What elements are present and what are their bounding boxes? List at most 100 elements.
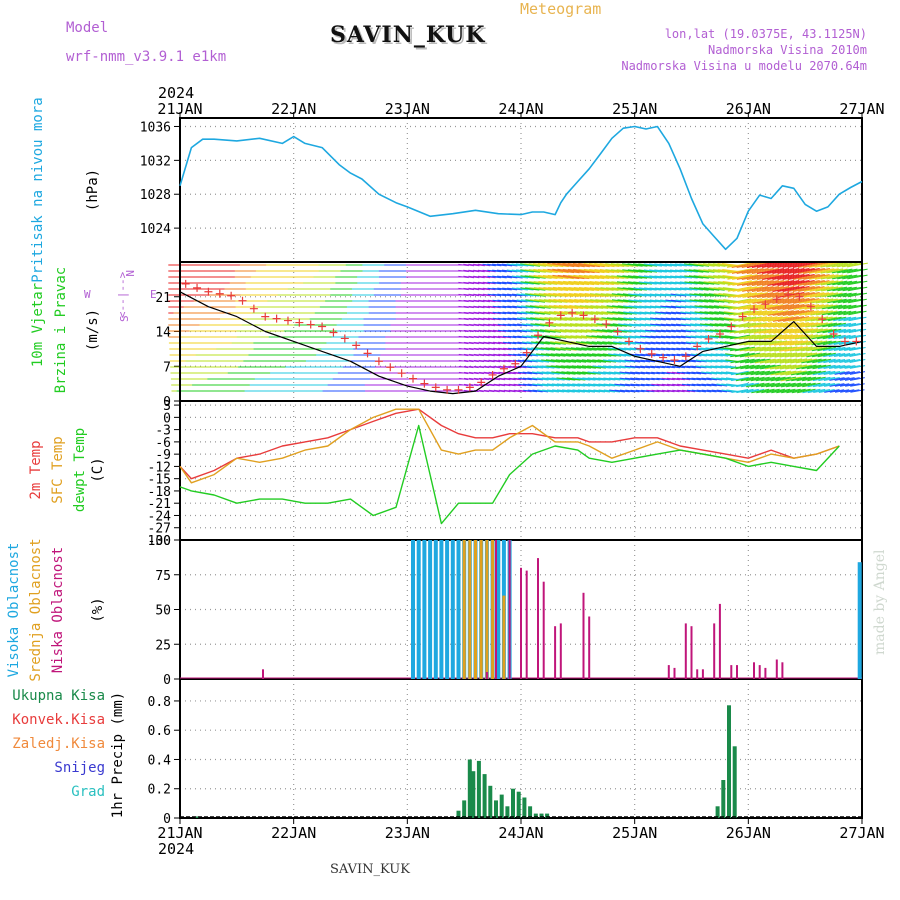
wind-arrow bbox=[750, 376, 770, 382]
wind-arrow bbox=[612, 329, 632, 333]
wind-arrow bbox=[585, 323, 608, 327]
wind-arrow bbox=[824, 383, 840, 387]
y-tick-label: -18 bbox=[148, 485, 171, 500]
wind-arrow bbox=[691, 371, 707, 375]
wind-arrow bbox=[531, 353, 550, 357]
wind-arrow bbox=[714, 335, 734, 339]
wind-arrow bbox=[463, 281, 475, 285]
wind-gust-mark bbox=[636, 344, 645, 353]
wind-arrow bbox=[503, 389, 516, 393]
wind-arrow bbox=[537, 262, 564, 268]
wind-arrow bbox=[512, 341, 527, 345]
wind-arrow bbox=[582, 371, 601, 375]
wind-arrow bbox=[777, 280, 805, 286]
wind-arrow bbox=[679, 263, 698, 267]
wind-arrow bbox=[624, 359, 641, 363]
wind-arrow bbox=[508, 383, 521, 387]
wind-arrow bbox=[654, 275, 672, 279]
wind-arrow bbox=[755, 364, 776, 370]
wind-arrow bbox=[638, 269, 658, 273]
wind-arrow bbox=[497, 323, 512, 327]
wind-arrow bbox=[482, 305, 496, 309]
wind-arrow bbox=[671, 341, 686, 345]
wind-arrow bbox=[508, 353, 522, 357]
wind-arrow bbox=[773, 322, 799, 328]
wind-arrow bbox=[777, 304, 805, 310]
wind-arrow bbox=[804, 310, 829, 316]
wind-arrow bbox=[744, 334, 767, 340]
wind-arrow bbox=[757, 286, 784, 292]
wind-arrow bbox=[788, 322, 814, 328]
wind-arrow bbox=[762, 292, 790, 298]
wind-arrow bbox=[518, 389, 532, 393]
wind-arrow bbox=[736, 388, 754, 394]
wind-arrow bbox=[839, 365, 855, 369]
wind-arrow bbox=[752, 310, 778, 316]
wind-arrow bbox=[545, 353, 566, 357]
wind-gust-mark bbox=[443, 385, 452, 394]
wind-arrow bbox=[791, 382, 811, 388]
wind-arrow bbox=[625, 383, 640, 387]
wind-arrow bbox=[735, 376, 754, 382]
wind-arrow bbox=[805, 322, 828, 328]
wind-arrow bbox=[730, 364, 749, 370]
wind-arrow bbox=[493, 383, 506, 387]
wind-arrow bbox=[468, 359, 479, 363]
wind-arrow bbox=[689, 293, 709, 297]
wind-arrow bbox=[619, 377, 635, 381]
wind-arrow bbox=[681, 341, 697, 345]
wind-arrow bbox=[655, 329, 671, 333]
wind-arrow bbox=[473, 353, 485, 357]
wind-arrow bbox=[527, 383, 543, 387]
wind-arrow bbox=[592, 377, 611, 381]
wind-arrow bbox=[708, 281, 731, 285]
wind-arrow bbox=[822, 328, 842, 334]
wind-arrow bbox=[624, 371, 640, 375]
pressure-line bbox=[179, 125, 863, 251]
wind-arrow bbox=[808, 268, 835, 274]
precip-bar bbox=[721, 780, 726, 818]
wind-arrow bbox=[506, 263, 523, 267]
wind-arrow bbox=[713, 275, 736, 279]
cloud-bar-high bbox=[439, 540, 444, 679]
wind-arrow bbox=[768, 322, 794, 328]
temp-dewpt-label: dewpt Temp bbox=[72, 428, 88, 512]
wind-arrow bbox=[493, 359, 506, 363]
wind-arrow bbox=[746, 382, 765, 388]
wind-arrow bbox=[555, 341, 577, 345]
wind-arrow bbox=[769, 340, 793, 346]
wind-arrow bbox=[530, 317, 551, 321]
wind-arrow bbox=[772, 262, 800, 268]
wind-arrow bbox=[458, 263, 469, 267]
wind-arrow bbox=[598, 377, 616, 381]
wind-arrow bbox=[681, 353, 697, 357]
wind-arrow bbox=[483, 389, 495, 393]
wind-arrow bbox=[732, 286, 758, 292]
wind-arrow bbox=[644, 317, 661, 321]
wind-arrow bbox=[772, 268, 800, 274]
wind-arrow bbox=[812, 358, 832, 364]
wind-arrow bbox=[767, 268, 795, 274]
wind-arrow bbox=[493, 389, 506, 393]
wind-arrow bbox=[708, 275, 731, 279]
wind-arrow bbox=[645, 341, 661, 345]
wind-arrow bbox=[572, 389, 591, 393]
bottom-date-label: 25JAN bbox=[612, 824, 657, 842]
wind-key-s: S bbox=[118, 315, 131, 322]
wind-arrow bbox=[791, 388, 811, 394]
wind-arrow bbox=[571, 359, 592, 363]
model-name: wrf-nmm_v3.9.1 e1km bbox=[66, 49, 227, 65]
wind-arrow bbox=[784, 340, 809, 346]
wind-arrow bbox=[618, 335, 637, 339]
wind-arrow bbox=[650, 341, 666, 345]
wind-arrow bbox=[473, 377, 484, 381]
wind-arrow bbox=[689, 311, 708, 315]
wind-arrow bbox=[612, 305, 633, 309]
wind-gust-mark bbox=[647, 349, 656, 358]
wind-arrow bbox=[644, 305, 662, 309]
wind-arrow bbox=[798, 298, 825, 304]
wind-arrow bbox=[745, 376, 765, 382]
wind-arrow bbox=[713, 287, 736, 291]
wind-arrow bbox=[542, 262, 569, 268]
wind-arrow bbox=[796, 376, 817, 382]
